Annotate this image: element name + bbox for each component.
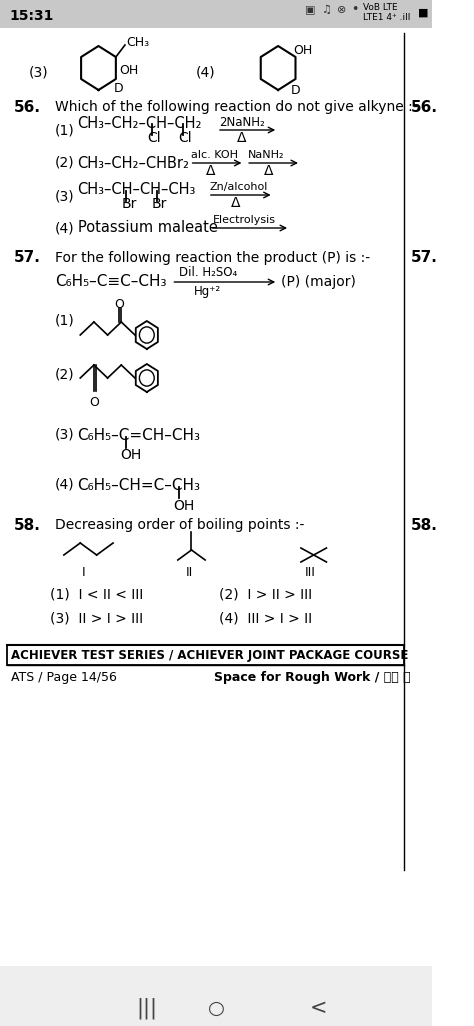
Text: Electrolysis: Electrolysis [212, 215, 275, 225]
Text: |||: ||| [137, 997, 158, 1019]
Text: (3): (3) [55, 428, 74, 442]
Text: ⊗: ⊗ [337, 5, 347, 15]
Text: (4): (4) [55, 221, 74, 235]
Text: ATS / Page 14/56: ATS / Page 14/56 [11, 671, 117, 684]
Text: Hg⁺²: Hg⁺² [194, 284, 221, 298]
Text: 58.: 58. [14, 517, 41, 532]
Text: II: II [186, 565, 193, 579]
Text: III: III [305, 565, 316, 579]
Text: Δ: Δ [237, 131, 246, 145]
Text: ♫: ♫ [322, 5, 332, 15]
Text: (2)  I > II > III: (2) I > II > III [219, 588, 312, 602]
Text: Δ: Δ [264, 164, 273, 177]
Text: (4): (4) [196, 65, 216, 79]
Text: (4)  III > I > II: (4) III > I > II [219, 611, 312, 625]
Text: 2NaNH₂: 2NaNH₂ [219, 116, 264, 128]
Text: ○: ○ [208, 998, 225, 1018]
Text: (1): (1) [55, 313, 74, 327]
Text: (3)  II > I > III: (3) II > I > III [50, 611, 143, 625]
Text: LTE1 4⁺ .ill: LTE1 4⁺ .ill [363, 12, 410, 22]
Text: I: I [82, 565, 86, 579]
Text: 56.: 56. [14, 100, 41, 115]
Text: 58.: 58. [410, 517, 437, 532]
Text: Which of the following reaction do not give alkyne :-: Which of the following reaction do not g… [55, 100, 417, 114]
Bar [0, 966, 432, 1026]
Text: (1): (1) [55, 123, 74, 137]
Text: CH₃–CH–CH–CH₃: CH₃–CH–CH–CH₃ [78, 182, 196, 197]
Text: Δ: Δ [206, 164, 216, 177]
Text: (3): (3) [29, 65, 49, 79]
Text: alc. KOH: alc. KOH [191, 150, 238, 160]
Text: Decreasing order of boiling points :-: Decreasing order of boiling points :- [55, 518, 304, 532]
Text: CH₃–CH₂–CH–CH₂: CH₃–CH₂–CH–CH₂ [78, 116, 202, 130]
Text: D: D [291, 83, 301, 96]
Text: OH: OH [120, 448, 142, 462]
Text: 57.: 57. [410, 250, 437, 266]
Text: (4): (4) [55, 478, 74, 492]
Text: Br: Br [121, 197, 137, 211]
Text: Cl: Cl [179, 131, 192, 145]
Text: CH₃–CH₂–CHBr₂: CH₃–CH₂–CHBr₂ [78, 156, 190, 170]
Text: (2): (2) [55, 368, 74, 382]
Text: ▣: ▣ [305, 5, 316, 15]
Text: CH₃: CH₃ [126, 37, 149, 49]
Bar [0, 0, 432, 28]
Text: (2): (2) [55, 156, 74, 170]
Text: D: D [114, 82, 124, 95]
Text: Space for Rough Work / रफ क: Space for Rough Work / रफ क [214, 671, 411, 684]
Text: 56.: 56. [410, 100, 438, 115]
Text: O: O [114, 298, 124, 311]
Text: Br: Br [151, 197, 167, 211]
Text: Dil. H₂SO₄: Dil. H₂SO₄ [179, 267, 237, 279]
Text: (1)  I < II < III: (1) I < II < III [50, 588, 144, 602]
Text: 57.: 57. [14, 250, 41, 266]
Text: Δ: Δ [231, 196, 240, 210]
Text: •: • [351, 3, 358, 16]
Text: O: O [90, 396, 99, 409]
Text: C₆H₅–C=CH–CH₃: C₆H₅–C=CH–CH₃ [78, 428, 201, 442]
Text: (3): (3) [55, 189, 74, 203]
Text: <: < [310, 998, 328, 1018]
Text: C₆H₅–C≡C–CH₃: C₆H₅–C≡C–CH₃ [55, 275, 166, 289]
Text: 15:31: 15:31 [9, 9, 54, 23]
Text: Zn/alcohol: Zn/alcohol [210, 182, 268, 192]
Text: OH: OH [119, 64, 139, 77]
Bar [7, 645, 404, 665]
Text: For the following reaction the product (P) is :-: For the following reaction the product (… [55, 251, 370, 265]
Text: OH: OH [173, 499, 194, 513]
Text: C₆H₅–CH=C–CH₃: C₆H₅–CH=C–CH₃ [78, 477, 201, 492]
Text: VoB LTE: VoB LTE [363, 3, 398, 12]
Text: Potassium maleate: Potassium maleate [78, 221, 218, 236]
Text: NaNH₂: NaNH₂ [248, 150, 284, 160]
Text: Cl: Cl [148, 131, 161, 145]
Text: (P) (major): (P) (major) [281, 275, 356, 289]
Text: ACHIEVER TEST SERIES / ACHIEVER JOINT PACKAGE COURSE: ACHIEVER TEST SERIES / ACHIEVER JOINT PA… [11, 649, 408, 663]
Text: ■: ■ [418, 8, 428, 18]
Text: OH: OH [293, 43, 313, 56]
